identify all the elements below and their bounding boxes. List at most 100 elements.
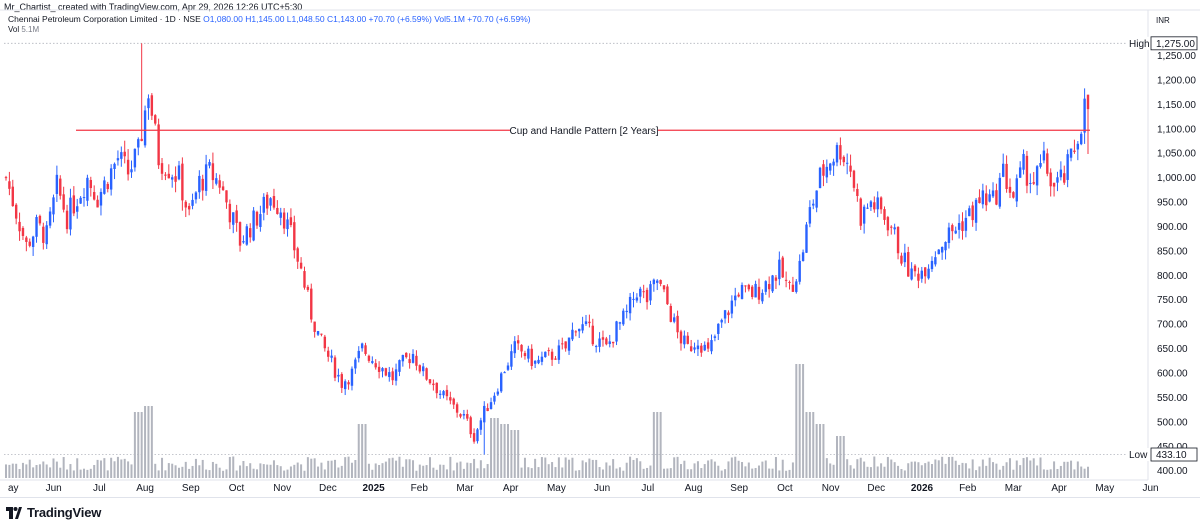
volume-bar xyxy=(259,463,262,478)
x-tick-label: Dec xyxy=(867,483,885,494)
candle-body xyxy=(940,246,944,253)
candle-body xyxy=(187,205,191,210)
candle-body xyxy=(232,212,235,225)
candle-body xyxy=(28,241,31,246)
volume-bar xyxy=(768,468,771,478)
candle-body xyxy=(282,212,286,229)
candle-body xyxy=(890,226,893,228)
candle-body xyxy=(540,356,544,362)
candle-body xyxy=(564,341,567,349)
y-tick-label: 700.00 xyxy=(1157,320,1188,331)
volume-bar xyxy=(276,465,279,478)
candle-body xyxy=(530,348,533,366)
candle-body xyxy=(462,414,466,416)
volume-bar xyxy=(456,462,459,478)
candle-body xyxy=(598,338,601,347)
volume-bar xyxy=(595,459,598,478)
y-tick-label: 800.00 xyxy=(1157,271,1188,282)
candle-body xyxy=(815,190,818,208)
volume-bar xyxy=(517,430,520,478)
candle-body xyxy=(842,156,845,163)
candle-body xyxy=(971,205,974,221)
volume-bar xyxy=(28,459,31,478)
x-tick-label: 2025 xyxy=(362,483,385,494)
volume-label: Vol xyxy=(8,25,20,34)
candle-body xyxy=(62,194,65,210)
candle-body xyxy=(177,165,181,180)
candle-body xyxy=(544,351,547,358)
volume-bar xyxy=(842,436,845,478)
volume-legend[interactable]: Vol 5.1M xyxy=(8,25,39,34)
candle-body xyxy=(211,163,215,181)
volume-bar xyxy=(530,468,533,478)
candle-body xyxy=(1042,150,1046,161)
volume-bar xyxy=(327,460,330,478)
volume-bar xyxy=(222,470,225,478)
volume-bar xyxy=(252,468,255,478)
candle-body xyxy=(340,374,343,388)
candle-body xyxy=(764,281,767,292)
volume-bar xyxy=(978,466,981,478)
volume-bar xyxy=(99,460,102,478)
volume-bar xyxy=(988,457,991,478)
volume-bar xyxy=(961,462,964,478)
tradingview-logo-icon xyxy=(6,506,22,519)
candle-body xyxy=(160,163,164,174)
candle-body xyxy=(59,178,62,196)
candle-body xyxy=(147,98,150,109)
candle-body xyxy=(52,197,55,215)
candle-body xyxy=(730,300,734,314)
volume-bar xyxy=(985,465,988,478)
candle-body xyxy=(998,177,1002,207)
volume-bar xyxy=(415,470,418,478)
candle-body xyxy=(845,162,849,164)
candle-body xyxy=(876,197,879,210)
candle-body xyxy=(567,337,571,351)
candle-body xyxy=(669,305,673,322)
candle-body xyxy=(618,322,622,324)
symbol-name: Chennai Petroleum Corporation Limited · … xyxy=(8,14,201,24)
volume-bar xyxy=(79,469,82,478)
candle-body xyxy=(191,199,194,206)
candle-body xyxy=(920,270,923,279)
symbol-legend[interactable]: Chennai Petroleum Corporation Limited · … xyxy=(8,14,531,24)
volume-bar xyxy=(69,464,72,478)
candle-body xyxy=(964,217,968,231)
volume-bar xyxy=(771,468,774,478)
y-tick-label: 600.00 xyxy=(1157,368,1188,379)
tradingview-logo[interactable]: TradingView xyxy=(6,505,101,520)
x-tick-label: Dec xyxy=(319,483,337,494)
volume-bar xyxy=(62,457,65,478)
candle-body xyxy=(1015,178,1018,202)
price-chart[interactable]: INR 1,250.00 1,200.00 1,150.00 1,100.00 1,050… xyxy=(0,0,1200,497)
volume-bar xyxy=(700,468,703,478)
volume-bar xyxy=(683,460,686,478)
candle-body xyxy=(449,397,452,401)
candle-body xyxy=(879,197,883,210)
volume-bar xyxy=(964,463,967,478)
candle-body xyxy=(1069,148,1073,158)
candle-body xyxy=(123,151,126,157)
candle-body xyxy=(727,312,730,316)
volume-bar xyxy=(428,457,431,478)
candle-body xyxy=(154,115,157,124)
volume-bar xyxy=(11,463,14,478)
volume-bar xyxy=(211,461,214,478)
x-tick-label: May xyxy=(1095,483,1114,494)
candle-body xyxy=(740,284,744,299)
volume-bar xyxy=(951,456,954,478)
candle-body xyxy=(676,315,679,333)
candle-body xyxy=(635,297,639,301)
volume-bar xyxy=(534,458,537,478)
candle-body xyxy=(425,368,428,380)
volume-bar xyxy=(469,463,472,478)
volume-bar xyxy=(791,462,794,478)
candle-body xyxy=(1063,173,1066,183)
candle-body xyxy=(303,271,306,288)
candle-body xyxy=(469,417,472,435)
candle-body xyxy=(432,383,435,386)
volume-bar xyxy=(201,459,204,478)
candle-body xyxy=(238,222,242,246)
candle-body xyxy=(150,95,154,116)
candle-body xyxy=(995,190,998,205)
